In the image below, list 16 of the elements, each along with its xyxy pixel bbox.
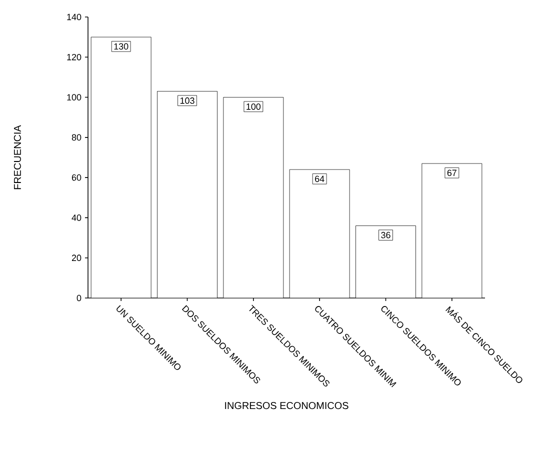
y-tick-label: 80 — [72, 134, 82, 141]
y-tick-label: 20 — [72, 254, 82, 262]
data-label: 36 — [381, 232, 390, 238]
data-label: 130 — [114, 43, 128, 50]
y-tick-label: 0 — [76, 294, 82, 302]
x-axis-title: INGRESOS ECONOMICOS — [225, 402, 348, 410]
data-label: 64 — [315, 176, 324, 182]
y-tick-label: 140 — [67, 14, 82, 20]
y-tick-label: 100 — [67, 94, 82, 100]
y-tick-label: 60 — [72, 174, 82, 181]
y-tick-label: 40 — [72, 214, 82, 221]
data-label: 103 — [180, 97, 194, 104]
data-label: 67 — [447, 170, 456, 176]
y-axis-title: FRECUENCIA — [14, 125, 21, 190]
data-label: 100 — [246, 103, 261, 110]
y-tick-label: 120 — [67, 54, 82, 60]
